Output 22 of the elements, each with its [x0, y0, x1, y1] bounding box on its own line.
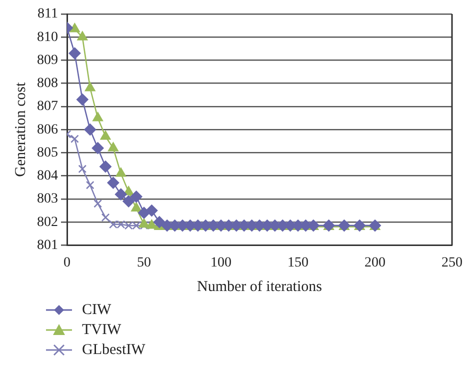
y-axis-title: Generation cost: [12, 82, 29, 177]
y-tick-label: 801: [37, 238, 58, 253]
x-tick-label: 250: [442, 255, 462, 270]
legend-label: TVIW: [82, 322, 122, 338]
y-tick-label: 811: [38, 6, 58, 22]
x-tick-label: 200: [364, 255, 386, 270]
y-tick-label: 802: [37, 214, 58, 230]
y-tick-label: 805: [37, 145, 58, 160]
y-tick-label: 806: [37, 122, 58, 138]
y-tick-label: 804: [37, 168, 58, 184]
x-tick-label: 0: [64, 255, 70, 270]
x-tick-label: 150: [288, 255, 308, 270]
legend-label: GLbestIW: [82, 342, 146, 358]
y-tick-label: 807: [37, 99, 58, 114]
x-tick-label: 100: [210, 255, 232, 270]
x-tick-label: 50: [137, 255, 151, 270]
y-tick-label: 809: [37, 52, 58, 68]
y-tick-label: 810: [37, 30, 58, 45]
legend-label: CIW: [82, 302, 112, 318]
y-tick-label: 803: [37, 192, 58, 207]
y-tick-label: 808: [37, 76, 58, 92]
x-axis-title: Number of iterations: [197, 278, 322, 295]
